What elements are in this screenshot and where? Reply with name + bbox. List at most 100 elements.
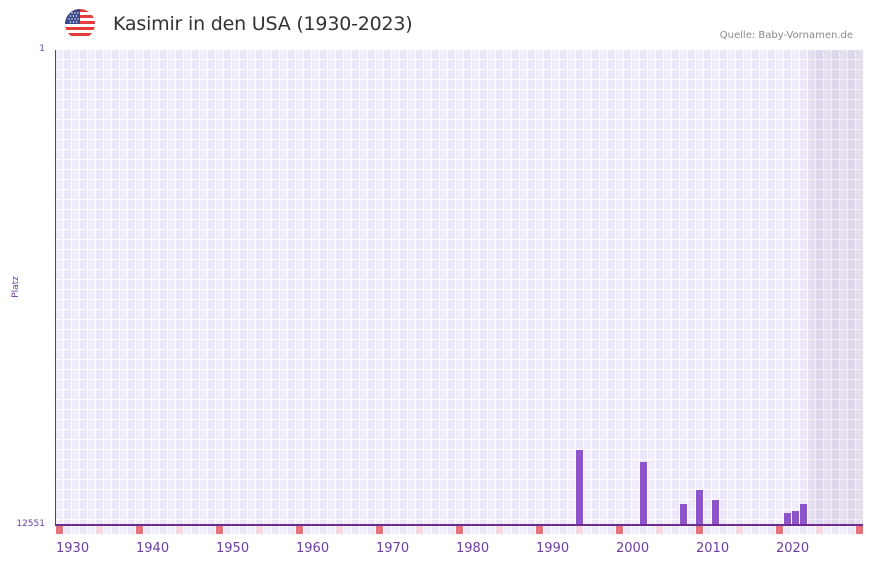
year-tick <box>712 526 719 534</box>
year-tick <box>88 526 95 534</box>
bar-2012[interactable] <box>712 500 719 525</box>
bar-1995[interactable] <box>576 450 583 525</box>
year-tick <box>368 526 375 534</box>
year-tick <box>192 526 199 534</box>
y-tick-label-top: 1 <box>39 44 45 54</box>
year-tick <box>344 526 351 534</box>
year-tick <box>736 526 743 534</box>
us-flag-icon <box>65 9 95 39</box>
bar-2022[interactable] <box>792 511 799 525</box>
year-tick <box>160 526 167 534</box>
year-tick <box>680 526 687 534</box>
year-tick <box>648 526 655 534</box>
year-tick <box>584 526 591 534</box>
year-tick <box>792 526 799 534</box>
year-tick <box>832 526 839 534</box>
year-tick <box>408 526 415 534</box>
year-tick <box>376 526 383 534</box>
year-tick <box>688 526 695 534</box>
year-tick <box>560 526 567 534</box>
year-tick <box>128 526 135 534</box>
year-tick <box>312 526 319 534</box>
year-tick <box>200 526 207 534</box>
year-tick <box>144 526 151 534</box>
y-tick-label-bottom: 12551 <box>16 519 45 529</box>
year-tick <box>264 526 271 534</box>
year-tick <box>256 526 263 534</box>
year-tick <box>640 526 647 534</box>
year-tick <box>232 526 239 534</box>
year-tick <box>704 526 711 534</box>
year-tick <box>848 526 855 534</box>
year-tick <box>568 526 575 534</box>
year-tick <box>472 526 479 534</box>
year-tick <box>776 526 783 534</box>
year-tick <box>320 526 327 534</box>
x-tick-label: 1990 <box>536 541 570 556</box>
year-tick <box>824 526 831 534</box>
year-tick <box>56 526 63 534</box>
year-tick <box>608 526 615 534</box>
year-tick <box>240 526 247 534</box>
bar-2023[interactable] <box>800 504 807 525</box>
year-tick <box>248 526 255 534</box>
year-tick <box>384 526 391 534</box>
year-tick <box>752 526 759 534</box>
bar-2003[interactable] <box>640 462 647 525</box>
year-tick <box>536 526 543 534</box>
x-axis-line <box>55 524 863 526</box>
year-tick <box>496 526 503 534</box>
year-tick <box>184 526 191 534</box>
year-tick <box>64 526 71 534</box>
plot-area <box>56 50 863 525</box>
future-years-shading <box>808 50 863 525</box>
year-tick <box>632 526 639 534</box>
x-tick-label: 2000 <box>616 541 650 556</box>
x-tick-label: 2020 <box>776 541 810 556</box>
bar-2008[interactable] <box>680 504 687 525</box>
year-tick <box>504 526 511 534</box>
year-tick <box>208 526 215 534</box>
year-tick <box>528 526 535 534</box>
year-tick <box>288 526 295 534</box>
year-tick <box>360 526 367 534</box>
year-tick <box>664 526 671 534</box>
year-tick <box>576 526 583 534</box>
year-tick <box>840 526 847 534</box>
y-axis-title: Platz <box>11 276 21 298</box>
year-tick <box>856 526 863 534</box>
chart-title: Kasimir in den USA (1930-2023) <box>113 13 413 35</box>
year-tick <box>544 526 551 534</box>
year-tick <box>416 526 423 534</box>
year-tick <box>456 526 463 534</box>
year-tick <box>440 526 447 534</box>
x-tick-label: 1970 <box>376 541 410 556</box>
source-link[interactable]: Quelle: Baby-Vornamen.de <box>719 30 853 41</box>
year-tick <box>224 526 231 534</box>
year-tick <box>488 526 495 534</box>
year-tick <box>136 526 143 534</box>
year-tick <box>800 526 807 534</box>
year-tick <box>512 526 519 534</box>
y-axis-line <box>55 50 56 526</box>
year-tick <box>72 526 79 534</box>
year-tick <box>392 526 399 534</box>
year-tick <box>656 526 663 534</box>
year-tick <box>600 526 607 534</box>
year-tick <box>768 526 775 534</box>
year-tick <box>336 526 343 534</box>
year-tick <box>80 526 87 534</box>
year-tick <box>104 526 111 534</box>
x-tick-label: 1940 <box>136 541 170 556</box>
x-tick-label: 1980 <box>456 541 490 556</box>
year-tick <box>280 526 287 534</box>
year-tick <box>96 526 103 534</box>
year-tick <box>120 526 127 534</box>
x-tick-label: 1950 <box>216 541 250 556</box>
year-tick <box>624 526 631 534</box>
bar-2010[interactable] <box>696 490 703 525</box>
x-tick-label: 1960 <box>296 541 330 556</box>
bar-2021[interactable] <box>784 513 791 525</box>
year-tick <box>304 526 311 534</box>
year-tick <box>760 526 767 534</box>
